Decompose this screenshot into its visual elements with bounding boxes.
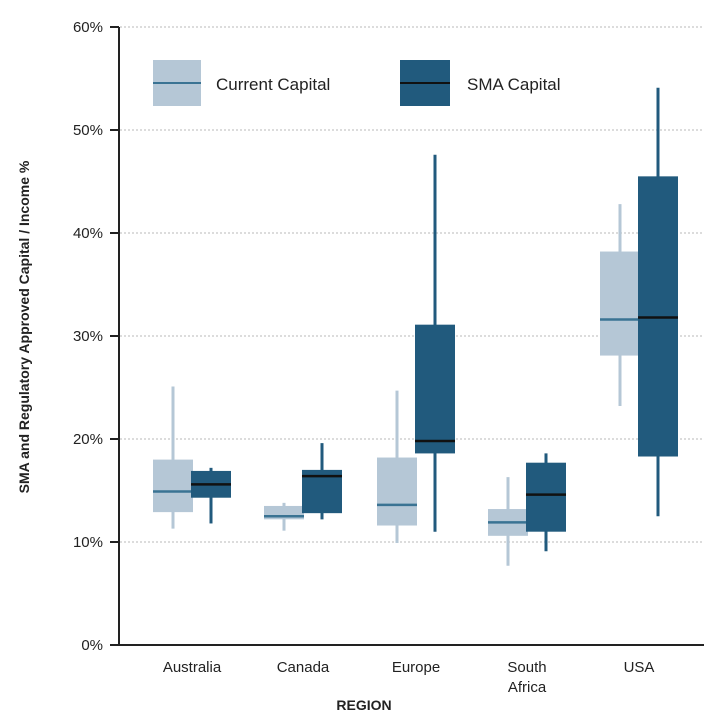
box-groups [153,87,678,566]
y-tick-label: 10% [73,534,103,551]
y-tick-label: 20% [73,431,103,448]
y-tick-label: 50% [73,122,103,139]
x-axis-title: REGION [336,697,391,713]
legend-label-current: Current Capital [216,75,330,94]
legend-item-current: Current Capital [153,60,330,106]
box-iqr [377,457,417,526]
box-current-4 [600,204,640,407]
x-tick-label: Australia [163,659,222,676]
x-tick-label: Europe [392,659,440,676]
y-axis-title: SMA and Regulatory Approved Capital / In… [16,160,32,493]
y-tick-label: 60% [73,19,103,36]
box-current-1 [264,502,304,531]
box-iqr [153,459,193,513]
x-tick-label: South [507,659,546,676]
box-sma-2 [415,154,455,532]
box-current-0 [153,386,193,529]
x-tick-label: Africa [508,679,547,696]
box-iqr [415,324,455,454]
gridlines [120,26,704,543]
y-tick-label: 40% [73,225,103,242]
box-current-2 [377,390,417,544]
y-tick-label: 30% [73,328,103,345]
legend-item-sma: SMA Capital [400,60,561,106]
x-tick-label: Canada [277,659,330,676]
box-iqr [600,251,640,356]
box-iqr [526,462,566,532]
y-tick-label: 0% [81,637,103,654]
legend: Current Capital SMA Capital [153,60,561,106]
y-tick-labels: 0% 10% 20% 30% 40% 50% 60% [73,19,119,654]
box-current-3 [488,477,528,566]
box-sma-4 [638,87,678,517]
box-sma-1 [302,443,342,520]
x-tick-label: USA [624,659,655,676]
box-sma-0 [191,467,231,524]
x-tick-labels: Australia Canada Europe South Africa USA [163,659,655,696]
box-sma-3 [526,453,566,552]
legend-label-sma: SMA Capital [467,75,561,94]
